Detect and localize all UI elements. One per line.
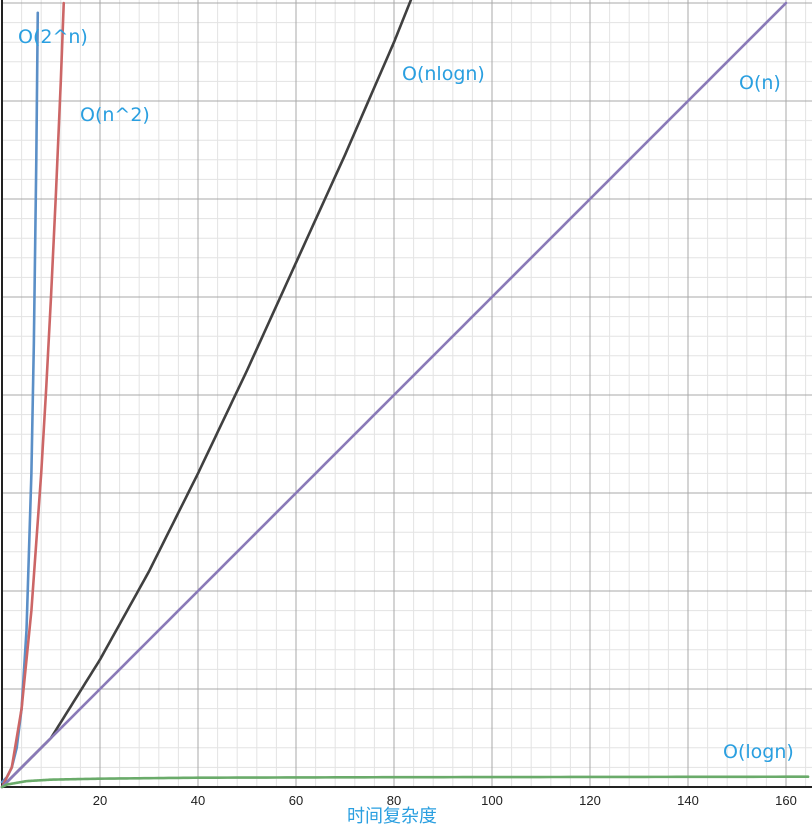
- x-tick-label: 20: [93, 793, 107, 808]
- x-tick-labels: 20 40 60 80 100 120 140 160: [93, 793, 797, 808]
- axes: [1, 0, 812, 788]
- series-lines: [0, 0, 810, 789]
- series-labels: O(2^n) O(n^2) O(nlogn) O(n) O(logn): [18, 26, 794, 763]
- major-gridlines: [2, 0, 812, 787]
- series-line-o-logn-: [0, 775, 810, 789]
- series-label-o-n-: O(n): [739, 72, 781, 94]
- x-tick-label: 140: [677, 793, 699, 808]
- series-line-o-n-2-: [0, 1, 66, 789]
- series-label-o-n-2-: O(n^2): [80, 104, 150, 126]
- series-label-o-logn-: O(logn): [723, 741, 794, 763]
- series-label-o-2-n-: O(2^n): [18, 26, 88, 48]
- minor-gridlines: [2, 0, 812, 787]
- x-tick-label: 80: [387, 793, 401, 808]
- x-axis-label: 时间复杂度: [347, 806, 437, 827]
- series-label-o-nlogn-: O(nlogn): [402, 63, 485, 85]
- x-tick-label: 100: [481, 793, 503, 808]
- x-tick-label: 160: [775, 793, 797, 808]
- series-line-o-nlogn-: [0, 0, 413, 789]
- series-line-o-n-: [0, 1, 788, 789]
- series-line-o-2-n-: [0, 11, 40, 784]
- x-tick-label: 40: [191, 793, 205, 808]
- x-tick-label: 120: [579, 793, 601, 808]
- x-tick-label: 60: [289, 793, 303, 808]
